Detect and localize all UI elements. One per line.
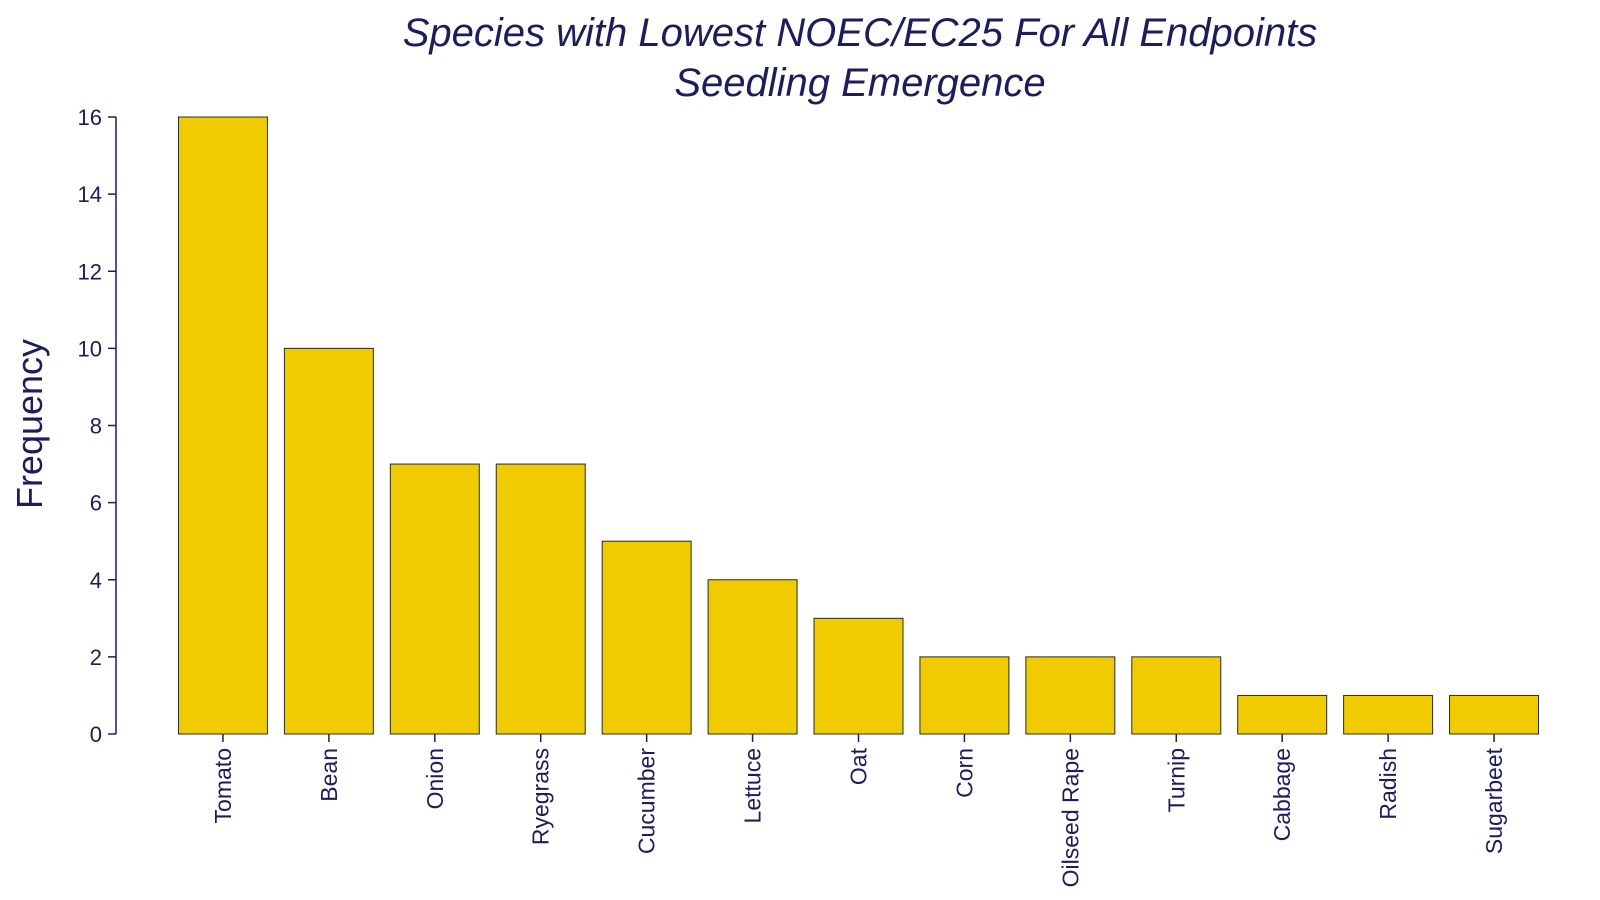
y-tick-label: 16	[78, 105, 102, 130]
bars-group	[177, 116, 1540, 735]
bar-oat	[813, 617, 904, 735]
y-tick-label: 14	[78, 182, 102, 207]
x-tick-label: Ryegrass	[528, 748, 554, 845]
x-tick-label: Tomato	[210, 748, 236, 823]
bar-corn	[919, 656, 1010, 735]
y-axis-label: Frequency	[9, 339, 50, 509]
x-tick-label: Oat	[846, 747, 872, 785]
x-axis: Tomato Bean Onion Ryegrass Cucumber Lettuce Oa…	[210, 734, 1507, 887]
chart-subtitle: Seedling Emergence	[674, 61, 1045, 105]
x-tick-label: Sugarbeet	[1481, 747, 1507, 854]
y-tick-label: 0	[90, 722, 102, 747]
y-tick-label: 2	[90, 645, 102, 670]
bar-cucumber	[601, 540, 692, 735]
x-tick-label: Oilseed Rape	[1057, 748, 1083, 887]
x-tick-label: Onion	[422, 748, 448, 809]
y-axis: 0 2 4 6 8 10 12 14 16	[78, 105, 117, 747]
bar-sugarbeet	[1449, 694, 1540, 735]
bar-oilseed-rape	[1025, 656, 1116, 735]
bar-onion	[389, 463, 480, 735]
x-tick-label: Lettuce	[740, 748, 766, 823]
bar-turnip	[1131, 656, 1222, 735]
bar-bean	[283, 347, 374, 735]
y-tick-label: 10	[78, 336, 102, 361]
y-tick-label: 6	[90, 491, 102, 516]
bar-cabbage	[1237, 694, 1328, 735]
x-tick-label: Corn	[951, 748, 977, 798]
x-tick-label: Bean	[316, 748, 342, 802]
x-tick-label: Cucumber	[634, 748, 660, 854]
y-tick-label: 8	[90, 414, 102, 439]
x-tick-label: Turnip	[1163, 748, 1189, 812]
x-tick-label: Cabbage	[1269, 748, 1295, 841]
bar-radish	[1343, 694, 1434, 735]
y-tick-label: 4	[90, 568, 102, 593]
bar-lettuce	[707, 579, 798, 735]
y-tick-label: 12	[78, 259, 102, 284]
chart-title: Species with Lowest NOEC/EC25 For All En…	[403, 11, 1317, 55]
x-tick-label: Radish	[1375, 748, 1401, 820]
bar-tomato	[177, 116, 268, 735]
bar-ryegrass	[495, 463, 586, 735]
